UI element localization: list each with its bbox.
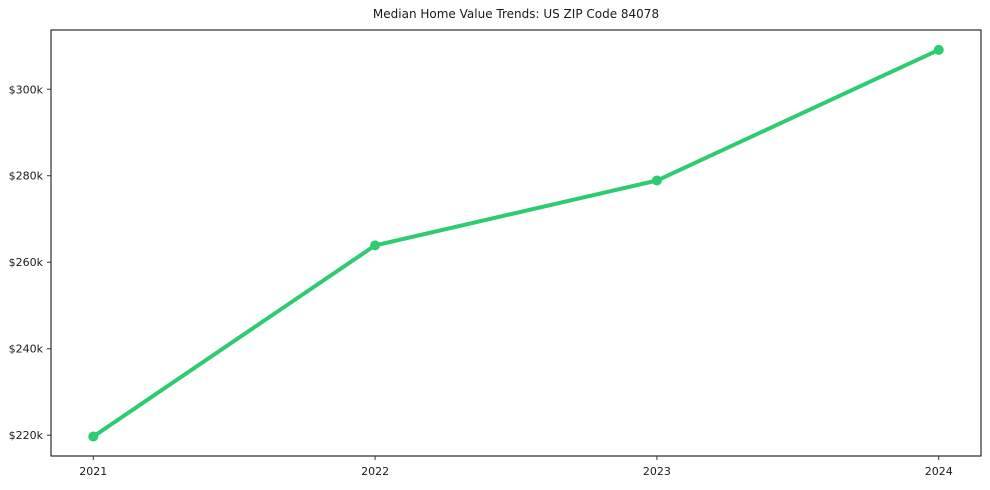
x-axis-tick-label: 2021 — [79, 465, 107, 478]
y-axis-tick-label: $300k — [9, 83, 44, 96]
y-axis-tick-label: $220k — [9, 429, 44, 442]
data-point-marker-2021 — [88, 431, 99, 442]
x-axis-tick-label: 2023 — [643, 465, 671, 478]
x-axis-tick-label: 2024 — [925, 465, 953, 478]
y-axis-tick-label: $260k — [9, 256, 44, 269]
trend-line — [91, 47, 941, 439]
chart-title: Median Home Value Trends: US ZIP Code 84… — [372, 7, 660, 21]
data-point-marker-2023 — [651, 175, 662, 186]
y-axis-tick-label: $280k — [9, 170, 44, 183]
data-point-marker-2024 — [933, 44, 944, 55]
data-point-marker-2022 — [370, 240, 381, 251]
x-axis-tick-label: 2022 — [361, 465, 389, 478]
y-axis-tick-label: $240k — [9, 343, 44, 356]
plot-frame — [50, 29, 982, 457]
